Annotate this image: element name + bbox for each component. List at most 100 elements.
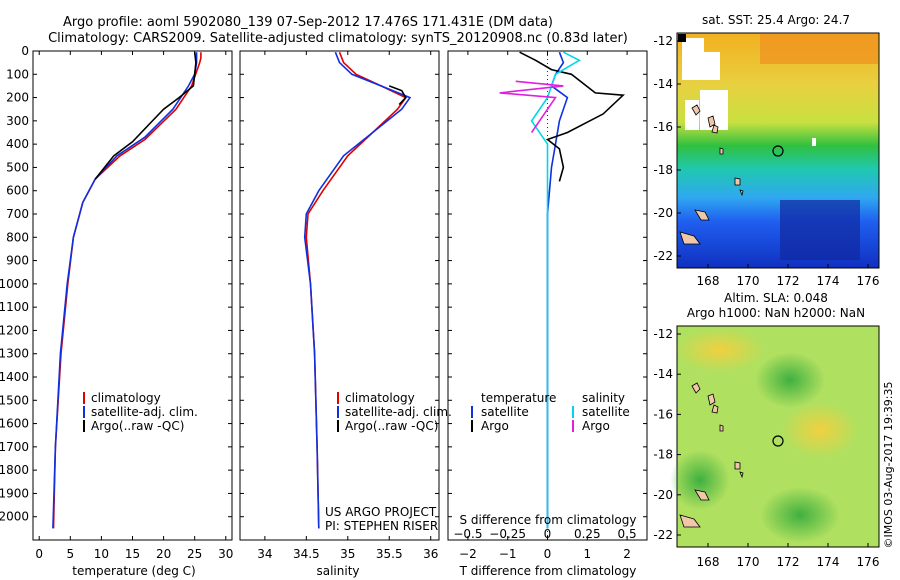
depth-tick-label: 1800 xyxy=(0,463,29,477)
legend-label-satellite-adj: satellite-adj. clim. xyxy=(91,405,198,419)
legend-label-t-argo: Argo xyxy=(481,419,509,433)
sst-map-title: sat. SST: 25.4 Argo: 24.7 xyxy=(702,13,850,27)
x-tick-label: −1 xyxy=(499,547,517,561)
map-lat-label: -20 xyxy=(653,206,673,220)
x-tick-label: 30 xyxy=(218,547,233,561)
difference-legend: temperature salinity satellite Argo sate… xyxy=(460,391,637,527)
map-lon-label: 174 xyxy=(817,274,840,288)
temperature-axis-label: temperature (deg C) xyxy=(72,564,195,578)
depth-tick-label: 400 xyxy=(6,137,29,151)
sla-high-anomaly xyxy=(675,328,765,372)
depth-tick-label: 200 xyxy=(6,91,29,105)
salinity-axis-label: salinity xyxy=(316,564,359,578)
map-lon-label: 168 xyxy=(697,274,720,288)
map-lon-label: 174 xyxy=(817,555,840,569)
map-lon-label: 170 xyxy=(737,274,760,288)
sla-low-anomaly xyxy=(760,487,840,543)
series-line-t-argo xyxy=(519,51,625,182)
s-diff-tick-label: 0.5 xyxy=(618,527,637,541)
imos-credit: ©IMOS 03-Aug-2017 19:39:35 xyxy=(882,382,895,549)
depth-tick-label: 600 xyxy=(6,184,29,198)
s-diff-tick-label: −0.5 xyxy=(453,527,482,541)
figure-title-line1: Argo profile: aoml 5902080_139 07-Sep-20… xyxy=(63,15,553,30)
series-line-satellite-adj-clim- xyxy=(52,52,198,529)
x-tick-label: 10 xyxy=(94,547,109,561)
x-tick-label: 34 xyxy=(257,547,272,561)
depth-tick-label: 1000 xyxy=(0,277,29,291)
map-lon-label: 170 xyxy=(737,555,760,569)
x-tick-label: 0 xyxy=(35,547,43,561)
sst-cloud-mask xyxy=(702,52,720,80)
sst-map: sat. SST: 25.4 Argo: 24.7 -12 -14 -16 -18 -2… xyxy=(653,13,880,288)
map-lon-label: 172 xyxy=(777,274,800,288)
temperature-plot-frame xyxy=(32,50,233,541)
salinity-legend: climatology satellite-adj. clim. Argo(..… xyxy=(325,391,452,533)
s-diff-tick-label: −0.25 xyxy=(489,527,526,541)
project-annotation-line2: PI: STEPHEN RISER xyxy=(325,519,438,533)
series-line-s-satellite xyxy=(530,51,581,529)
x-tick-label: 5 xyxy=(66,547,74,561)
sla-high-anomaly xyxy=(782,402,858,458)
temperature-legend: climatology satellite-adj. clim. Argo(..… xyxy=(83,391,198,433)
sst-cloud-mask xyxy=(685,100,699,130)
map-lat-label: -18 xyxy=(653,448,673,462)
x-tick-label: 36 xyxy=(423,547,438,561)
legend-label-climatology: climatology xyxy=(345,391,415,405)
series-line-t-satellite xyxy=(546,51,569,529)
legend-title-temperature: temperature xyxy=(481,391,556,405)
argo-float-marker xyxy=(772,145,784,157)
map-lat-label: -16 xyxy=(653,407,673,421)
depth-tick-label: 900 xyxy=(6,254,29,268)
legend-label-argo: Argo(..raw -QC) xyxy=(345,419,438,433)
x-tick-label: 2 xyxy=(623,547,631,561)
legend-title-salinity: salinity xyxy=(582,391,625,405)
series-line-climatology xyxy=(305,51,408,529)
temperature-plot: 0100200300400500600700800900100011001200… xyxy=(0,44,233,561)
x-tick-label: 15 xyxy=(125,547,140,561)
map-lat-label: -12 xyxy=(653,34,673,48)
island-shape xyxy=(679,382,744,528)
x-tick-label: 20 xyxy=(156,547,171,561)
sla-map: Altim. SLA: 0.048 Argo h1000: NaN h2000:… xyxy=(653,291,880,569)
legend-label-s-satellite: satellite xyxy=(582,405,630,419)
map-lat-label: -22 xyxy=(653,249,673,263)
s-difference-axis-label: S difference from climatology xyxy=(460,513,637,527)
sla-low-anomaly xyxy=(755,352,825,408)
depth-tick-label: 800 xyxy=(6,230,29,244)
map-lat-label: -12 xyxy=(653,327,673,341)
s-diff-tick-label: 0 xyxy=(544,527,552,541)
island-shape xyxy=(679,104,744,245)
x-tick-label: 25 xyxy=(187,547,202,561)
depth-tick-label: 500 xyxy=(6,160,29,174)
x-tick-label: 35 xyxy=(340,547,355,561)
series-line-s-argo xyxy=(499,80,564,133)
sla-map-title-line1: Altim. SLA: 0.048 xyxy=(724,291,828,305)
salinity-plot-frame xyxy=(239,50,440,541)
x-tick-label: 1 xyxy=(583,547,591,561)
sla-low-anomaly xyxy=(670,450,730,510)
depth-tick-label: 300 xyxy=(6,114,29,128)
sst-warm-patch xyxy=(760,34,878,64)
sst-cold-patch xyxy=(780,200,860,260)
x-tick-label: 34.5 xyxy=(293,547,320,561)
legend-label-t-satellite: satellite xyxy=(481,405,529,419)
map-lat-label: -20 xyxy=(653,488,673,502)
map-lat-label: -14 xyxy=(653,77,673,91)
series-line-argo-raw-qc- xyxy=(388,85,407,106)
x-tick-label: −2 xyxy=(459,547,477,561)
depth-tick-label: 1500 xyxy=(0,393,29,407)
depth-tick-label: 0 xyxy=(21,44,29,58)
sst-cloud-mask xyxy=(682,38,704,80)
project-annotation-line1: US ARGO PROJECT xyxy=(325,505,437,519)
s-diff-tick-label: 0.25 xyxy=(574,527,601,541)
sla-map-title-line2: Argo h1000: NaN h2000: NaN xyxy=(687,306,865,320)
map-lon-label: 172 xyxy=(777,555,800,569)
depth-tick-label: 100 xyxy=(6,67,29,81)
depth-tick-label: 1900 xyxy=(0,486,29,500)
map-lon-label: 176 xyxy=(857,555,880,569)
x-tick-label: 0 xyxy=(544,547,552,561)
x-tick-label: 35.5 xyxy=(376,547,403,561)
t-difference-axis-label: T difference from climatology xyxy=(459,564,637,578)
legend-label-argo: Argo(..raw -QC) xyxy=(91,419,184,433)
